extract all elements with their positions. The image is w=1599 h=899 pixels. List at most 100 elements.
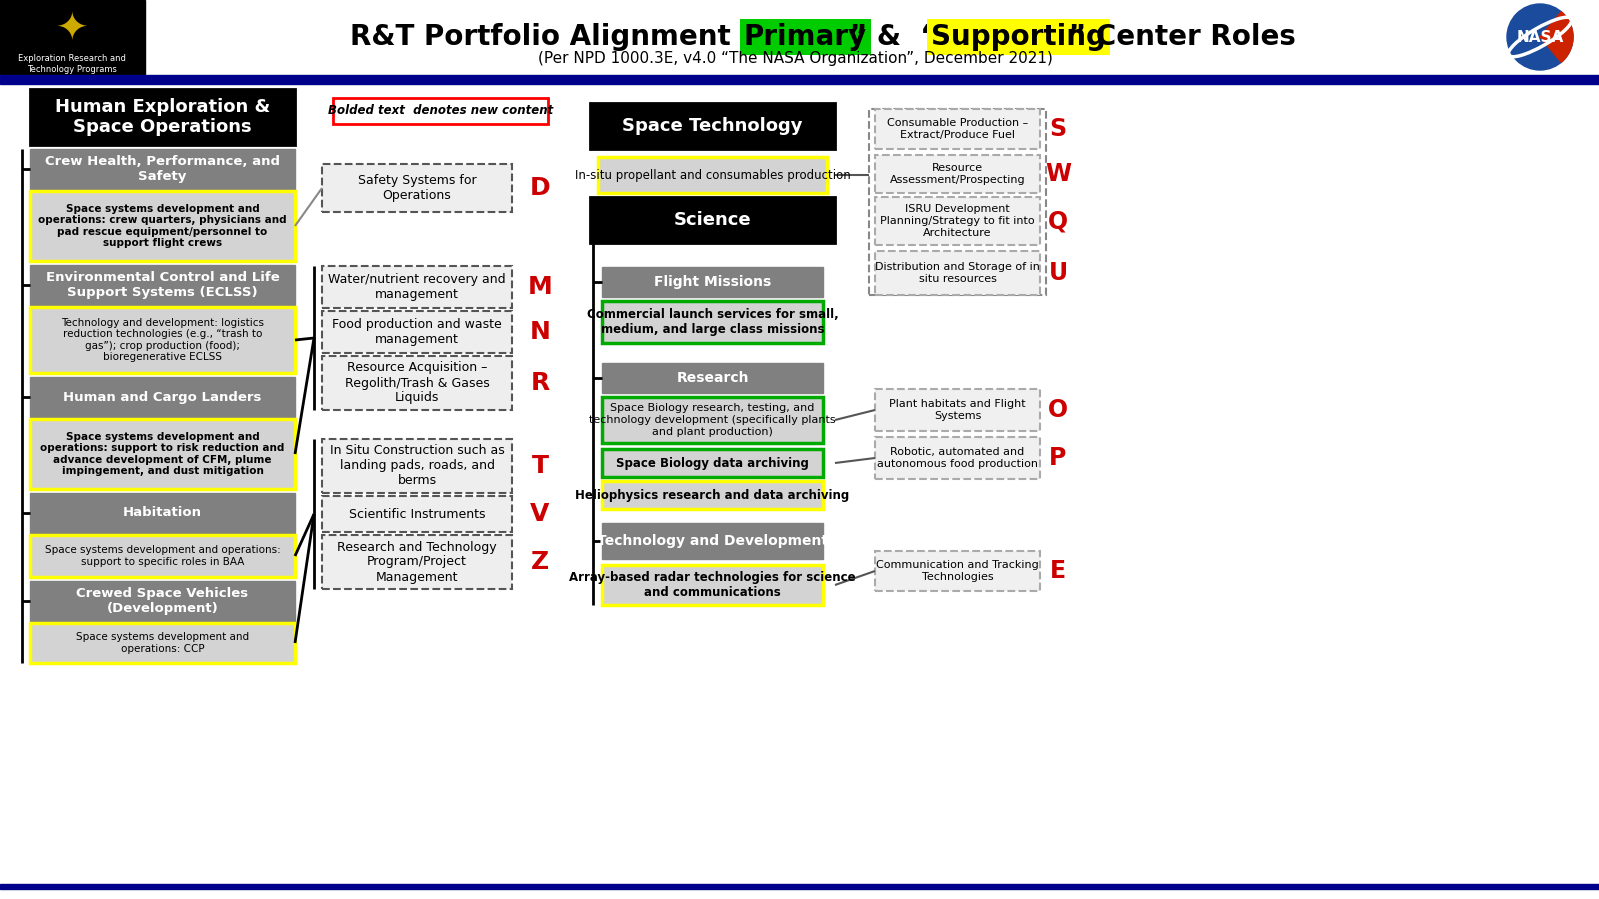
FancyBboxPatch shape: [590, 103, 835, 149]
FancyBboxPatch shape: [333, 98, 548, 124]
Text: Water/nutrient recovery and
management: Water/nutrient recovery and management: [328, 273, 505, 301]
FancyBboxPatch shape: [601, 267, 823, 297]
Text: N: N: [529, 320, 550, 344]
Text: E: E: [1051, 559, 1067, 583]
FancyBboxPatch shape: [601, 481, 823, 509]
Text: Heliophysics research and data archiving: Heliophysics research and data archiving: [576, 488, 849, 502]
Text: ISRU Development
Planning/Strategy to fit into
Architecture: ISRU Development Planning/Strategy to fi…: [879, 204, 1035, 237]
FancyBboxPatch shape: [30, 377, 294, 417]
FancyBboxPatch shape: [875, 155, 1039, 193]
FancyBboxPatch shape: [30, 265, 294, 305]
Text: Array-based radar technologies for science
and communications: Array-based radar technologies for scien…: [569, 571, 855, 599]
FancyBboxPatch shape: [321, 164, 512, 212]
Text: Human Exploration &
Space Operations: Human Exploration & Space Operations: [54, 98, 270, 137]
Text: Z: Z: [531, 550, 548, 574]
Text: Communication and Tracking
Technologies: Communication and Tracking Technologies: [876, 560, 1039, 582]
FancyBboxPatch shape: [321, 535, 512, 589]
Text: Space systems development and operations:
support to specific roles in BAA: Space systems development and operations…: [45, 545, 280, 566]
Text: Crewed Space Vehicles
(Development): Crewed Space Vehicles (Development): [77, 587, 248, 615]
FancyBboxPatch shape: [30, 419, 294, 489]
Text: Robotic, automated and
autonomous food production: Robotic, automated and autonomous food p…: [876, 447, 1038, 468]
FancyBboxPatch shape: [321, 266, 512, 308]
FancyBboxPatch shape: [875, 251, 1039, 295]
Wedge shape: [1540, 12, 1573, 62]
Text: Supporting: Supporting: [931, 23, 1107, 51]
FancyBboxPatch shape: [30, 623, 294, 663]
FancyBboxPatch shape: [30, 581, 294, 621]
FancyBboxPatch shape: [601, 523, 823, 559]
FancyBboxPatch shape: [601, 449, 823, 477]
Text: Distribution and Storage of in
situ resources: Distribution and Storage of in situ reso…: [875, 263, 1039, 284]
Text: Environmental Control and Life
Support Systems (ECLSS): Environmental Control and Life Support S…: [46, 271, 280, 299]
Text: Commercial launch services for small,
medium, and large class missions: Commercial launch services for small, me…: [587, 308, 838, 336]
FancyBboxPatch shape: [0, 0, 146, 74]
Text: P: P: [1049, 446, 1067, 470]
Text: Flight Missions: Flight Missions: [654, 275, 771, 289]
Text: Human and Cargo Landers: Human and Cargo Landers: [64, 390, 262, 404]
FancyBboxPatch shape: [875, 551, 1039, 591]
Text: T: T: [531, 454, 548, 478]
FancyBboxPatch shape: [30, 307, 294, 373]
FancyBboxPatch shape: [0, 79, 1599, 84]
FancyBboxPatch shape: [601, 363, 823, 393]
FancyBboxPatch shape: [0, 75, 1599, 79]
Text: Primary: Primary: [744, 23, 867, 51]
FancyBboxPatch shape: [321, 439, 512, 493]
Text: R: R: [531, 371, 550, 395]
FancyBboxPatch shape: [590, 197, 835, 243]
FancyBboxPatch shape: [30, 493, 294, 533]
Text: Space Biology data archiving: Space Biology data archiving: [616, 457, 809, 469]
FancyBboxPatch shape: [875, 197, 1039, 245]
Text: Plant habitats and Flight
Systems: Plant habitats and Flight Systems: [889, 399, 1027, 421]
FancyBboxPatch shape: [598, 157, 827, 193]
Text: ✦: ✦: [56, 10, 88, 48]
FancyBboxPatch shape: [0, 0, 1599, 79]
Text: Safety Systems for
Operations: Safety Systems for Operations: [358, 174, 477, 202]
Text: (Per NPD 1000.3E, v4.0 “The NASA Organization”, December 2021): (Per NPD 1000.3E, v4.0 “The NASA Organiz…: [537, 50, 1052, 66]
Text: Resource Acquisition –
Regolith/Trash & Gases
Liquids: Resource Acquisition – Regolith/Trash & …: [345, 361, 489, 405]
Text: Space Biology research, testing, and
technology development (specifically plants: Space Biology research, testing, and tec…: [588, 404, 836, 437]
FancyBboxPatch shape: [321, 356, 512, 410]
Text: Habitation: Habitation: [123, 506, 201, 520]
FancyBboxPatch shape: [321, 311, 512, 353]
FancyBboxPatch shape: [30, 535, 294, 577]
Text: Crew Health, Performance, and
Safety: Crew Health, Performance, and Safety: [45, 155, 280, 183]
Text: NASA: NASA: [1516, 30, 1564, 44]
Text: W: W: [1046, 162, 1071, 186]
Text: Research: Research: [676, 371, 748, 385]
Text: V: V: [531, 502, 550, 526]
FancyBboxPatch shape: [30, 149, 294, 189]
FancyBboxPatch shape: [875, 109, 1039, 149]
Text: ” &  “: ” & “: [849, 23, 939, 51]
FancyBboxPatch shape: [601, 397, 823, 443]
Text: Consumable Production –
Extract/Produce Fuel: Consumable Production – Extract/Produce …: [887, 118, 1028, 140]
Text: U: U: [1049, 261, 1068, 285]
FancyBboxPatch shape: [875, 437, 1039, 479]
Text: Technology and development: logistics
reduction technologies (e.g., “trash to
ga: Technology and development: logistics re…: [61, 317, 264, 362]
Text: Space Technology: Space Technology: [622, 117, 803, 135]
Text: Space systems development and
operations: CCP: Space systems development and operations…: [75, 632, 249, 654]
FancyBboxPatch shape: [0, 884, 1599, 889]
Text: Food production and waste
management: Food production and waste management: [333, 318, 502, 346]
Text: Resource
Assessment/Prospecting: Resource Assessment/Prospecting: [889, 164, 1025, 185]
FancyBboxPatch shape: [601, 565, 823, 605]
FancyBboxPatch shape: [30, 89, 294, 145]
Text: Technology and Development: Technology and Development: [596, 534, 828, 548]
Circle shape: [1506, 4, 1573, 70]
Text: Q: Q: [1047, 209, 1068, 233]
Text: Bolded text  denotes new content: Bolded text denotes new content: [328, 104, 553, 118]
Text: M: M: [528, 275, 552, 299]
Text: Exploration Research and
Technology Programs: Exploration Research and Technology Prog…: [18, 54, 126, 74]
Text: ” Center Roles: ” Center Roles: [1068, 23, 1295, 51]
Text: O: O: [1047, 398, 1068, 422]
Text: In-situ propellant and consumables production: In-situ propellant and consumables produ…: [574, 168, 851, 182]
FancyBboxPatch shape: [30, 191, 294, 261]
Text: Space systems development and
operations: support to risk reduction and
advance : Space systems development and operations…: [40, 432, 285, 476]
Text: Scientific Instruments: Scientific Instruments: [349, 508, 484, 521]
FancyBboxPatch shape: [875, 389, 1039, 431]
FancyBboxPatch shape: [601, 301, 823, 343]
Text: R&T Portfolio Alignment to “: R&T Portfolio Alignment to “: [350, 23, 801, 51]
Text: Research and Technology
Program/Project
Management: Research and Technology Program/Project …: [337, 540, 497, 583]
Text: In Situ Construction such as
landing pads, roads, and
berms: In Situ Construction such as landing pad…: [329, 444, 504, 487]
Text: D: D: [529, 176, 550, 200]
